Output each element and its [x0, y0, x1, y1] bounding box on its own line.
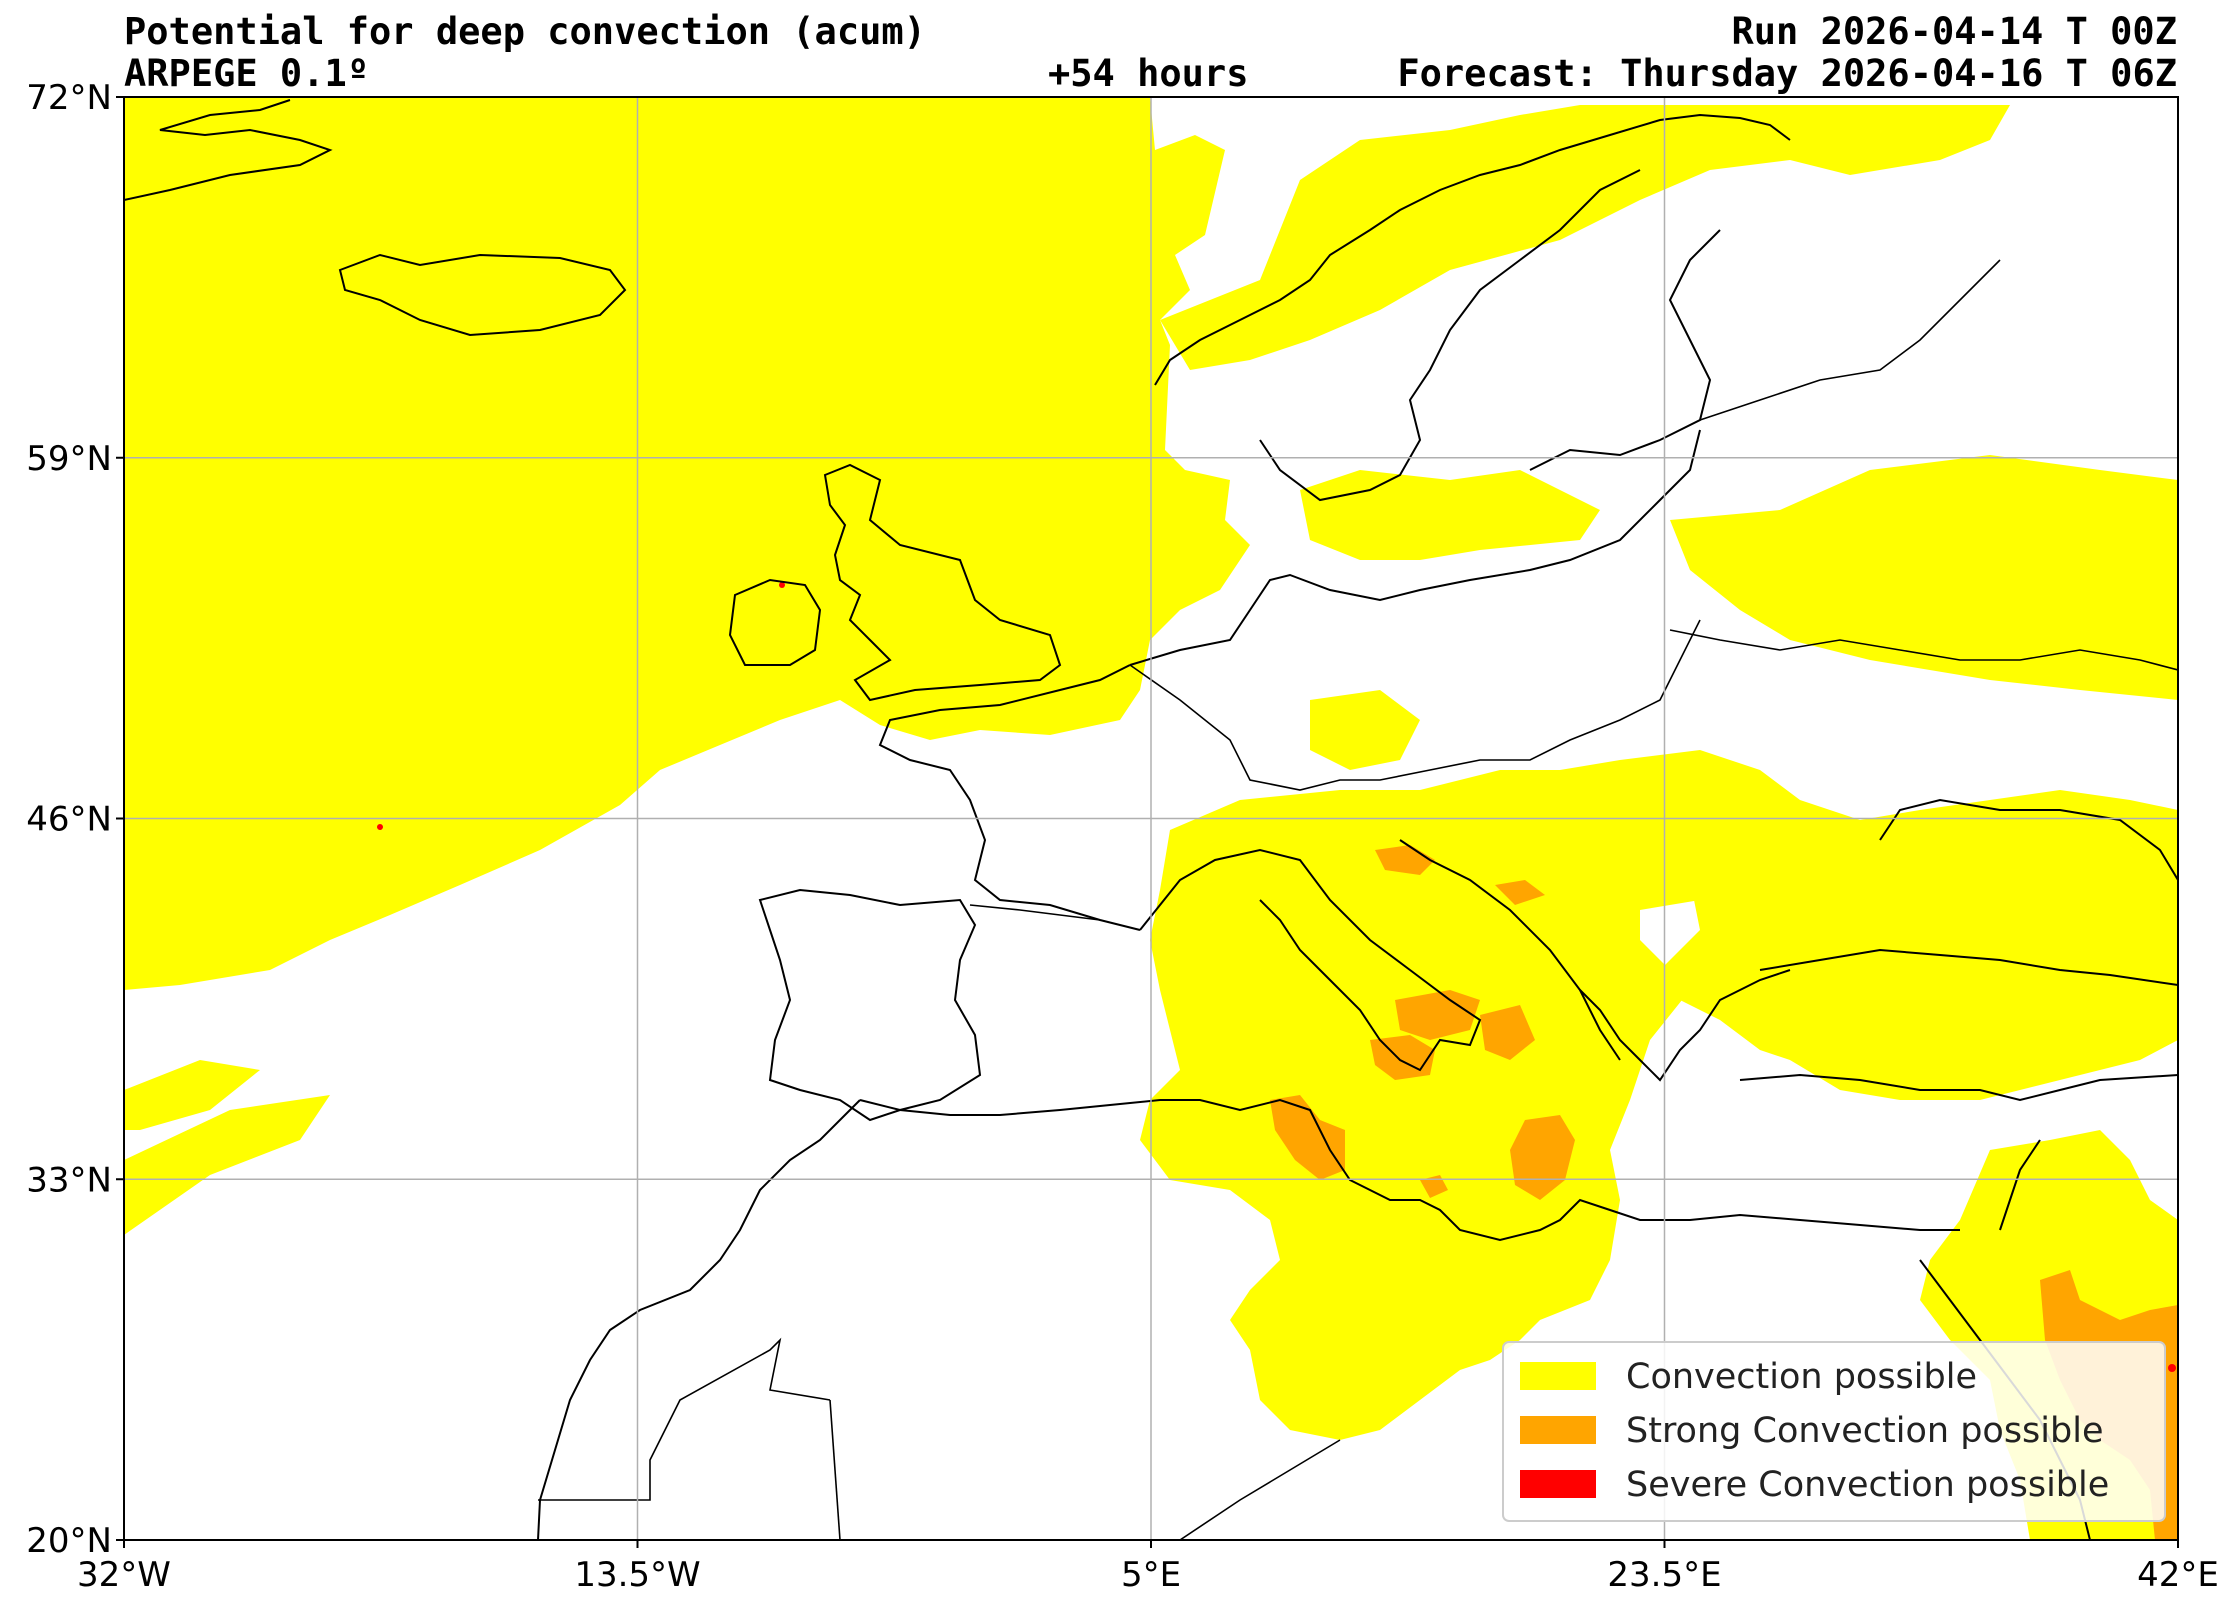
- malta-strong-patch: [1420, 1175, 1448, 1198]
- map-legend: Convection possible Strong Convection pos…: [1502, 1341, 2166, 1522]
- x-tick-label: 42°E: [2137, 1555, 2219, 1595]
- britain-coast: [823, 463, 1062, 702]
- balkan-strong-patch: [1495, 880, 1545, 905]
- gridlines: [124, 97, 2178, 1540]
- baltic-continental-coast: [1129, 429, 1701, 666]
- border-niger: [1179, 1439, 1341, 1540]
- greece-coast: [1579, 969, 1791, 1082]
- greenland-coast: [124, 99, 333, 201]
- x-axis-ticks: 32°W 13.5°W 5°E 23.5°E 42°E: [77, 1540, 2219, 1595]
- belarus-russia-area: [1670, 455, 2178, 700]
- severe-spot-ireland: [779, 582, 785, 588]
- france-coast: [878, 664, 1141, 931]
- border-sahara: [829, 1399, 841, 1540]
- levant-coast: [1999, 1139, 2041, 1231]
- finland-coast: [1529, 229, 1721, 471]
- convection-possible-areas: [124, 97, 2178, 1540]
- legend-box: [1502, 1341, 2166, 1522]
- north-africa-coast: [859, 1098, 1960, 1242]
- iberia-coast: [758, 888, 982, 1122]
- norway-coast: [1154, 113, 1791, 386]
- legend-label: Convection possible: [1626, 1357, 1977, 1397]
- mediterranean-area: [1140, 760, 1760, 1440]
- x-tick-label: 5°E: [1121, 1555, 1181, 1595]
- legend-swatch: [1520, 1362, 1596, 1390]
- legend-swatch: [1520, 1416, 1596, 1444]
- canaries-band: [124, 1095, 330, 1235]
- azores-band: [124, 1060, 260, 1130]
- y-tick-label: 46°N: [26, 800, 112, 840]
- y-tick-label: 33°N: [26, 1160, 112, 1200]
- morocco-atlantic-coast: [537, 1099, 861, 1540]
- baltic-area: [1300, 470, 1600, 560]
- severe-spot-atlantic: [377, 824, 383, 830]
- legend-swatch: [1520, 1470, 1596, 1498]
- legend-label: Severe Convection possible: [1626, 1465, 2109, 1505]
- country-borders: [538, 259, 2178, 1540]
- lead-time-label: +54 hours: [1048, 52, 1249, 95]
- x-tick-label: 13.5°W: [574, 1555, 700, 1595]
- run-label: Run 2026-04-14 T 00Z: [1731, 10, 2177, 53]
- legend-label: Strong Convection possible: [1626, 1411, 2104, 1451]
- coastlines: [124, 99, 2178, 1540]
- iceland-coast: [338, 253, 627, 337]
- turkey-coast: [1759, 948, 2178, 986]
- ireland-coast: [728, 578, 822, 666]
- border-west-africa: [538, 1337, 831, 1501]
- legend-items: Convection possible Strong Convection pos…: [1520, 1357, 2109, 1505]
- border-central-europe: [1129, 619, 1701, 791]
- border-pyrenees: [969, 904, 1101, 921]
- y-tick-label: 72°N: [26, 78, 112, 118]
- alps-area: [1310, 690, 1420, 770]
- tunisia-strong-patch: [1270, 1095, 1345, 1180]
- sweden-coast: [1259, 169, 1641, 502]
- x-tick-label: 23.5°E: [1607, 1555, 1721, 1595]
- severe-spot-arabia: [2168, 1364, 2176, 1372]
- border-finland-russia: [1699, 259, 2001, 421]
- map-plot-area: [124, 97, 2178, 1540]
- model-label: ARPEGE 0.1º: [124, 52, 370, 95]
- y-axis-ticks: 72°N 59°N 46°N 33°N 20°N: [26, 78, 124, 1561]
- turkey-area: [1780, 940, 2178, 1100]
- north-sea-band: [1160, 105, 2010, 370]
- severe-convection-areas: [377, 582, 2176, 1372]
- atlantic-convection-area: [124, 97, 1250, 990]
- black-sea-coast: [1879, 798, 2178, 881]
- x-tick-label: 32°W: [77, 1555, 171, 1595]
- y-tick-label: 59°N: [26, 439, 112, 479]
- map-title: Potential for deep convection (acum): [124, 10, 926, 53]
- border-eastern-europe: [1669, 629, 2178, 671]
- ionian-strong-patch-1: [1395, 990, 1480, 1040]
- forecast-label: Forecast: Thursday 2026-04-16 T 06Z: [1397, 52, 2177, 95]
- adriatic-east-coast: [1399, 839, 1621, 1061]
- ionian-strong-patch-2: [1480, 1005, 1535, 1060]
- y-tick-label: 20°N: [26, 1521, 112, 1561]
- turkey-south-coast: [1739, 1073, 2178, 1102]
- italy-coast: [1139, 848, 1482, 1072]
